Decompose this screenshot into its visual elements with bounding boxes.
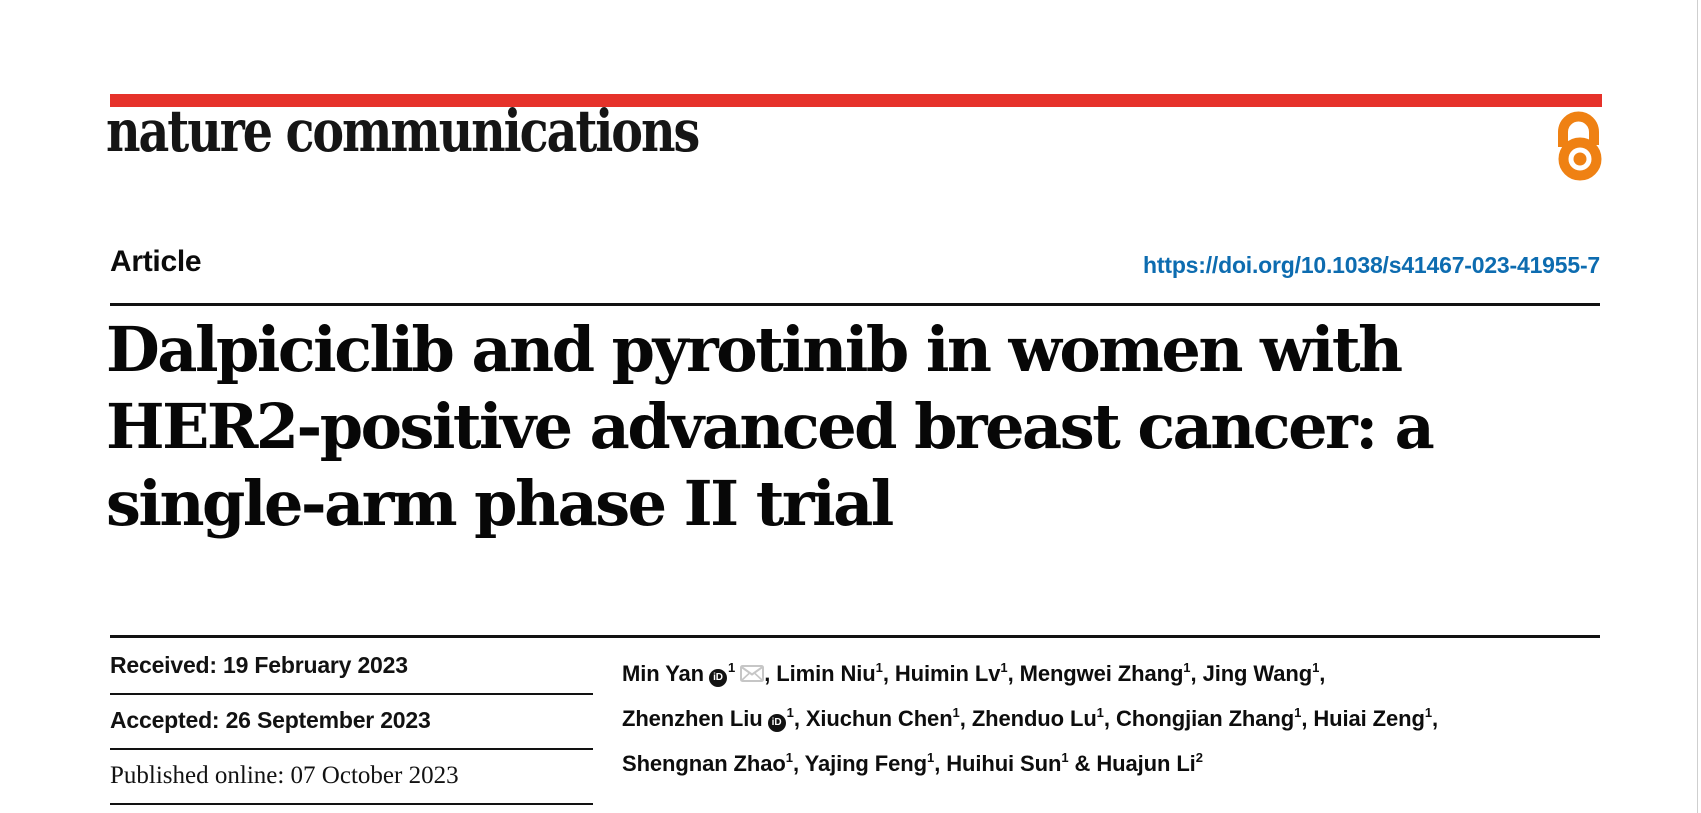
author-line: Min Yan iD1, Limin Niu1, Huimin Lv1, Meng… — [622, 645, 1622, 690]
author-affiliation-superscript: 1 — [1183, 660, 1191, 675]
author: Huimin Lv1, — [894, 660, 1020, 686]
author: Limin Niu1, — [776, 660, 895, 686]
author: Min Yan iD1, — [622, 660, 776, 687]
author-name: Shengnan Zhao — [622, 751, 786, 776]
page-edge-line — [1697, 0, 1698, 813]
open-access-icon — [1555, 111, 1602, 181]
title-line-3: single-arm phase II trial — [106, 467, 894, 540]
author-affiliation-superscript: 1 — [786, 705, 794, 720]
dates-top-rule — [110, 635, 1600, 638]
author-affiliation-superscript: 1 — [875, 660, 883, 675]
author-name: Mengwei Zhang — [1019, 661, 1184, 686]
author-affiliation-superscript: 1 — [1000, 660, 1008, 675]
orcid-icon[interactable]: iD — [767, 714, 786, 732]
title-line-2: HER2-positive advanced breast cancer: a — [106, 390, 1435, 463]
header-rule — [110, 303, 1600, 306]
author-name: Huajun Li — [1096, 751, 1196, 776]
received-date: Received: 19 February 2023 — [110, 652, 408, 678]
author: Mengwei Zhang1, — [1019, 660, 1203, 686]
author-name: Xiuchun Chen — [805, 706, 953, 731]
author: Huajun Li2 — [1096, 750, 1203, 776]
author-affiliation-superscript: 1 — [785, 750, 793, 765]
author-list: Min Yan iD1, Limin Niu1, Huimin Lv1, Meng… — [622, 645, 1622, 780]
author-affiliation-superscript: 1 — [728, 660, 736, 675]
orcid-icon[interactable]: iD — [709, 669, 728, 687]
author-name: Chongjian Zhang — [1115, 706, 1295, 731]
author-name: Zhenduo Lu — [971, 706, 1097, 731]
author-affiliation-superscript: 1 — [1061, 750, 1069, 765]
masthead-red-bar — [110, 94, 1602, 107]
author-name: Limin Niu — [776, 661, 876, 686]
dates-separator-rule — [110, 693, 593, 695]
dates-separator-rule — [110, 748, 593, 750]
author-affiliation-superscript: 1 — [1312, 660, 1320, 675]
author: Zhenzhen Liu iD1, — [622, 705, 806, 732]
author: Huiai Zeng1, — [1313, 705, 1439, 731]
author-name: Min Yan — [622, 661, 705, 686]
accepted-date: Accepted: 26 September 2023 — [110, 707, 431, 733]
author-name: Huihui Sun — [946, 751, 1062, 776]
author-affiliation-superscript: 1 — [1424, 705, 1433, 720]
author-name: Huiai Zeng — [1313, 706, 1425, 731]
published-date: Published online: 07 October 2023 — [110, 762, 459, 789]
author-affiliation-superscript: 1 — [1294, 705, 1302, 720]
author-line: Shengnan Zhao1, Yajing Feng1, Huihui Sun… — [622, 735, 1622, 780]
author: Xiuchun Chen1, — [805, 705, 972, 731]
author: Shengnan Zhao1, — [622, 750, 805, 776]
author-line: Zhenzhen Liu iD1, Xiuchun Chen1, Zhenduo … — [622, 690, 1622, 735]
title-line-1: Dalpiciclib and pyrotinib in women with — [106, 313, 1403, 386]
dates-bottom-rule — [110, 803, 593, 805]
author: Jing Wang1, — [1202, 660, 1326, 686]
article-title: Dalpiciclib and pyrotinib in women with … — [106, 311, 1556, 542]
author-affiliation-superscript: 1 — [952, 705, 960, 720]
author-name: Yajing Feng — [804, 751, 927, 776]
author-name: Jing Wang — [1202, 661, 1313, 686]
author: Huihui Sun1 & — [946, 750, 1097, 776]
author: Chongjian Zhang1, — [1115, 705, 1314, 731]
author-name: Huimin Lv — [894, 661, 1001, 686]
article-kicker: Article — [110, 245, 202, 278]
author-affiliation-superscript: 1 — [926, 750, 935, 765]
author-affiliation-superscript: 1 — [1096, 705, 1104, 720]
author: Zhenduo Lu1, — [971, 705, 1116, 731]
author: Yajing Feng1, — [804, 750, 947, 776]
author-name: Zhenzhen Liu — [622, 706, 763, 731]
author-affiliation-superscript: 2 — [1195, 750, 1203, 765]
journal-logo: nature communications — [106, 97, 700, 165]
doi-link[interactable]: https://doi.org/10.1038/s41467-023-41955… — [1143, 252, 1600, 278]
